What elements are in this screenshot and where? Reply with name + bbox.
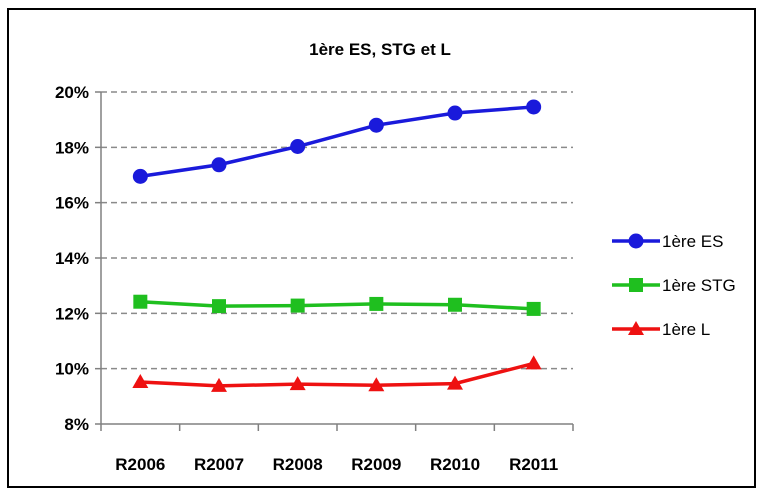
data-point xyxy=(211,377,227,392)
x-tick-label: R2011 xyxy=(509,455,558,474)
data-point xyxy=(526,301,541,316)
x-tick-label: R2010 xyxy=(430,455,480,474)
chart-frame xyxy=(7,8,756,488)
x-tick-label: R2006 xyxy=(115,455,165,474)
data-point xyxy=(526,99,542,115)
x-tick-label: R2009 xyxy=(351,455,401,474)
y-tick-label: 18% xyxy=(55,138,89,157)
y-tick-label: 14% xyxy=(55,249,89,268)
legend: 1ère ES 1ère STG 1ère L xyxy=(612,232,736,339)
legend-marker xyxy=(628,233,644,249)
data-point xyxy=(289,376,306,391)
x-tick-labels: R2006 R2007 R2008 R2009 R2010 R2011 xyxy=(115,455,558,474)
data-point xyxy=(290,139,306,155)
data-point xyxy=(369,296,384,311)
data-point xyxy=(211,157,227,173)
data-point xyxy=(132,373,149,388)
y-tick-label: 12% xyxy=(55,304,89,323)
y-tick-label: 16% xyxy=(55,194,89,213)
y-tick-label: 8% xyxy=(64,415,89,434)
legend-label: 1ère ES xyxy=(662,232,723,251)
series-group xyxy=(132,99,542,392)
data-point xyxy=(133,294,148,309)
data-point xyxy=(132,168,148,184)
data-point xyxy=(212,299,226,314)
legend-marker xyxy=(629,278,643,292)
data-point xyxy=(447,375,463,390)
legend-label: 1ère STG xyxy=(662,276,736,295)
x-tick-label: R2007 xyxy=(194,455,244,474)
legend-label: 1ère L xyxy=(662,320,710,339)
y-tick-label: 10% xyxy=(55,360,89,379)
y-tick-label: 20% xyxy=(55,83,89,102)
y-tick-labels: 8% 10% 12% 14% 16% 18% 20% xyxy=(55,83,89,434)
data-point xyxy=(368,377,385,392)
data-point xyxy=(448,297,462,312)
series-line xyxy=(140,105,534,179)
gridlines xyxy=(101,91,573,370)
data-point xyxy=(525,355,542,370)
series-line xyxy=(140,299,534,311)
data-point xyxy=(368,117,384,133)
legend-marker xyxy=(628,321,644,335)
axes xyxy=(95,91,574,431)
series-line xyxy=(140,361,535,388)
x-tick-label: R2008 xyxy=(273,455,323,474)
data-point xyxy=(447,105,463,121)
data-point xyxy=(290,298,305,313)
chart-title: 1ère ES, STG et L xyxy=(309,40,451,59)
